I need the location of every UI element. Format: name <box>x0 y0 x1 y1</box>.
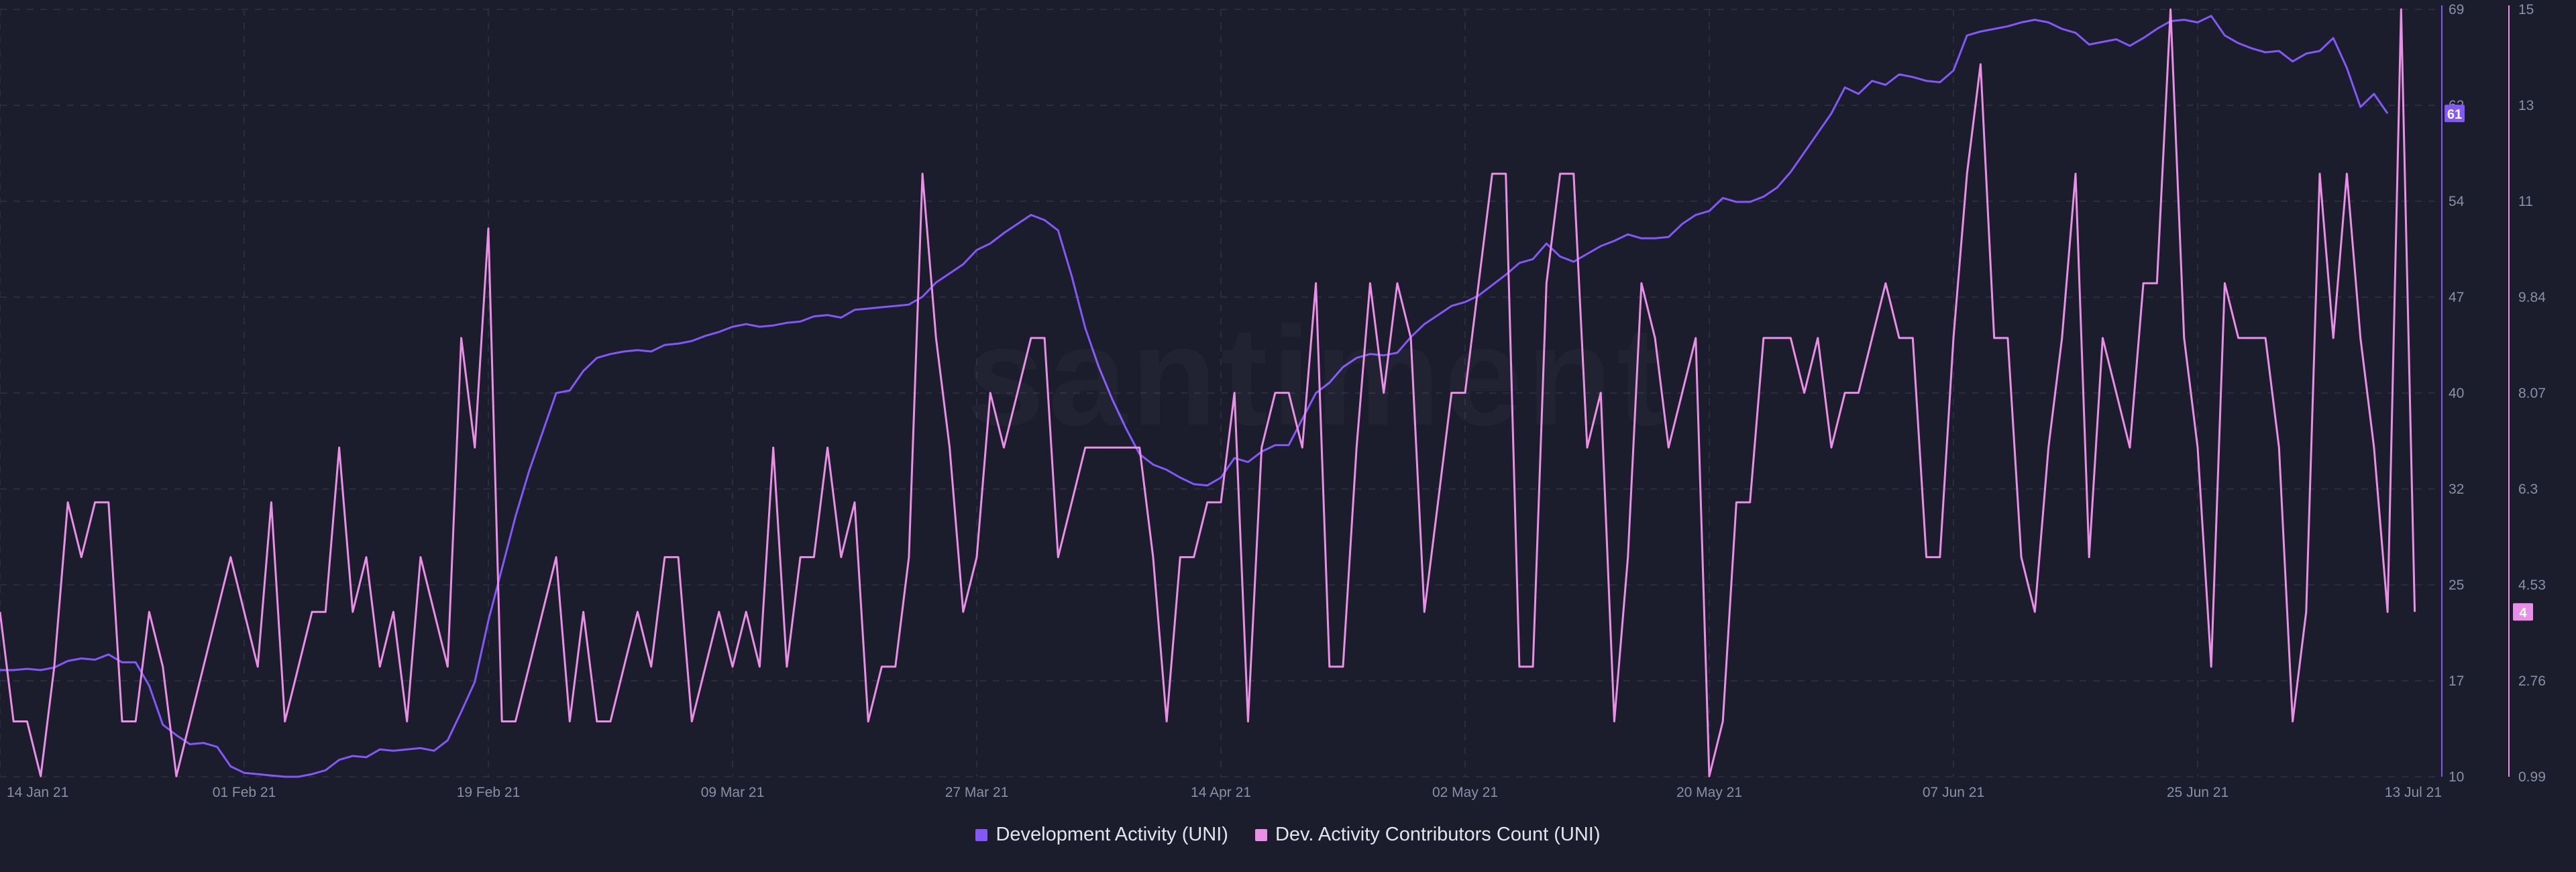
legend-label-contributors: Dev. Activity Contributors Count (UNI) <box>1275 824 1601 845</box>
legend-swatch-dev-activity <box>975 828 988 841</box>
y-tick-label-right: 11 <box>2518 194 2533 209</box>
y-tick-label-right: 0.99 <box>2518 769 2546 785</box>
y-tick-label-left: 25 <box>2449 578 2464 593</box>
last-value-badge-dev-activity <box>2445 105 2465 123</box>
y-tick-label-right: 4.53 <box>2518 578 2546 593</box>
watermark: santiment <box>966 295 1668 457</box>
x-tick-label: 13 Jul 21 <box>2385 785 2442 800</box>
series-line-contributors <box>0 8 2416 777</box>
x-tick-label: 02 May 21 <box>1432 785 1498 800</box>
legend: Development Activity (UNI) Dev. Activity… <box>0 824 2576 846</box>
y-tick-label-right: 8.07 <box>2518 386 2546 401</box>
legend-label-dev-activity: Development Activity (UNI) <box>996 824 1228 845</box>
x-tick-label: 19 Feb 21 <box>457 785 521 800</box>
y-tick-label-left: 40 <box>2449 386 2464 401</box>
x-tick-label: 20 May 21 <box>1676 785 1742 800</box>
chart-svg: 691562135411479.84408.07326.3254.53172.7… <box>0 2 2546 800</box>
y-tick-label-right: 13 <box>2518 98 2534 113</box>
y-tick-label-right: 2.76 <box>2518 673 2546 689</box>
x-tick-label: 25 Jun 21 <box>2167 785 2229 800</box>
legend-item-dev-activity[interactable]: Development Activity (UNI) <box>975 824 1228 846</box>
y-tick-label-right: 6.3 <box>2518 482 2538 497</box>
grid-lines <box>0 9 2443 777</box>
x-tick-label: 07 Jun 21 <box>1923 785 1984 800</box>
y-tick-label-left: 69 <box>2449 2 2464 17</box>
x-tick-label: 27 Mar 21 <box>945 785 1009 800</box>
y-tick-label-right: 15 <box>2518 2 2534 17</box>
x-tick-label: 01 Feb 21 <box>213 785 276 800</box>
x-tick-label: 09 Mar 21 <box>701 785 765 800</box>
y-tick-label-right: 9.84 <box>2518 290 2546 305</box>
y-tick-label-left: 10 <box>2449 769 2464 785</box>
x-tick-label: 14 Apr 21 <box>1191 785 1251 800</box>
x-tick-label: 14 Jan 21 <box>7 785 68 800</box>
last-value-badge-contributors <box>2513 603 2533 621</box>
y-tick-label-left: 54 <box>2449 194 2465 209</box>
axes: 691562135411479.84408.07326.3254.53172.7… <box>7 2 2546 800</box>
legend-swatch-contributors <box>1254 828 1267 841</box>
legend-item-contributors[interactable]: Dev. Activity Contributors Count (UNI) <box>1254 824 1601 846</box>
last-value-label-contributors: 4 <box>2519 606 2527 620</box>
series-line-dev-activity <box>0 15 2389 778</box>
series-layer <box>0 8 2416 778</box>
y-tick-label-left: 32 <box>2449 482 2464 497</box>
last-value-label-dev-activity: 61 <box>2447 107 2462 122</box>
y-tick-label-left: 47 <box>2449 290 2464 305</box>
y-tick-label-left: 17 <box>2449 673 2464 689</box>
